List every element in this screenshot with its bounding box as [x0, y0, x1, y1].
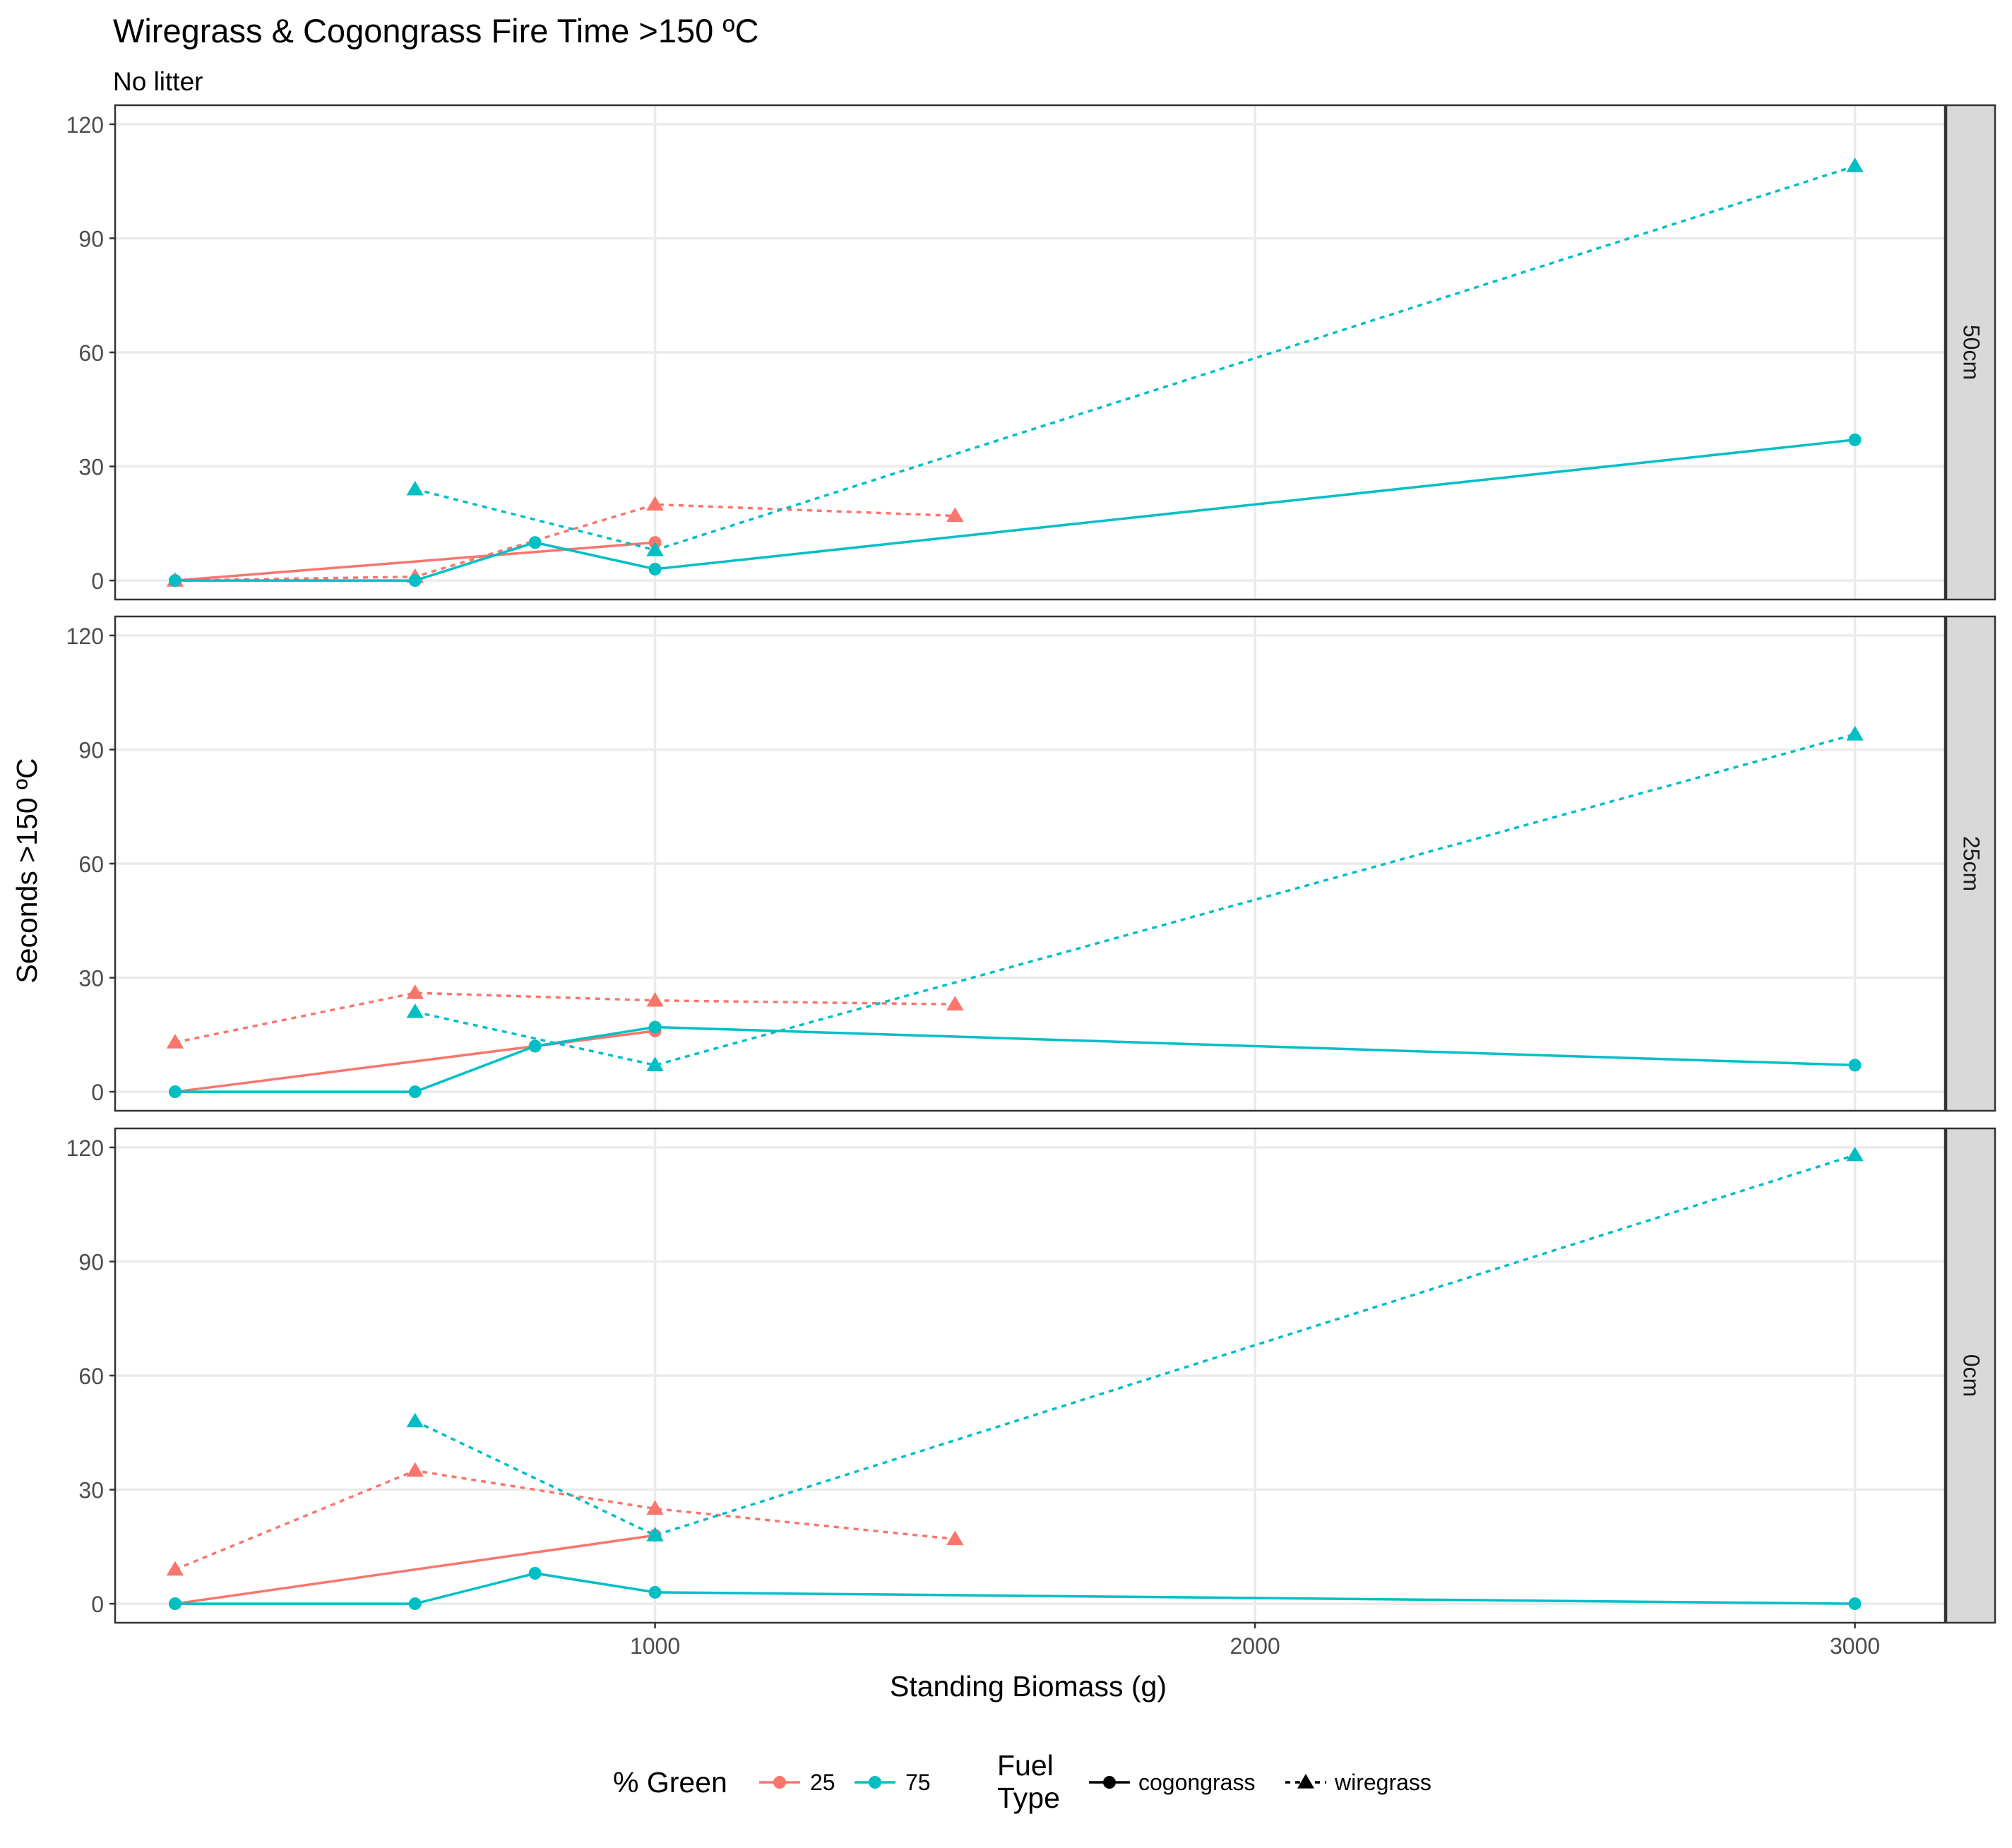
data-point-triangle: [646, 496, 664, 511]
data-point-triangle: [646, 1527, 664, 1542]
facet-strip-label: 25cm: [1959, 836, 1984, 891]
y-tick-label: 120: [66, 624, 104, 649]
data-point-triangle: [1846, 1146, 1864, 1162]
panels-layer: 0 30 60 90 120 50cm 0 30 60 90 120 25cm 0 30 60 90 120 0c…: [66, 104, 1996, 1659]
data-point-circle: [1848, 433, 1862, 446]
series-line-cogongrass-25: [174, 1534, 655, 1605]
facet-strip: [1945, 615, 1996, 1112]
series-line-wiregrass-25: [174, 991, 956, 1044]
y-tick-label: 30: [78, 455, 104, 480]
legend-label-25: 25: [810, 1770, 835, 1795]
data-point-triangle: [1846, 157, 1864, 172]
facet-panel-25cm: 0 30 60 90 120 25cm: [66, 615, 1996, 1112]
data-point-triangle: [946, 1530, 964, 1546]
chart-subtitle: No litter: [113, 67, 203, 96]
data-point-circle: [408, 574, 422, 588]
data-point-circle: [528, 536, 542, 549]
data-point-circle: [408, 1597, 422, 1611]
facet-panel-50cm: 0 30 60 90 120 50cm: [66, 104, 1996, 601]
data-point-circle: [648, 1020, 662, 1034]
legend-key-point-25: [773, 1776, 786, 1789]
data-point-triangle: [946, 507, 964, 523]
y-tick-label: 120: [66, 112, 104, 138]
data-point-triangle: [406, 480, 424, 496]
facet-strip-label: 0cm: [1959, 1354, 1984, 1397]
legend-label-cogongrass: cogongrass: [1138, 1770, 1255, 1795]
data-point-circle: [648, 1585, 662, 1599]
series-line-cogongrass-25: [174, 541, 655, 582]
data-point-circle: [648, 562, 662, 576]
y-tick-label: 0: [91, 568, 104, 594]
series-line-wiregrass-25: [174, 503, 956, 582]
y-tick-label: 30: [78, 1478, 104, 1503]
data-point-circle: [528, 1567, 542, 1580]
facet-strip: [1945, 1127, 1996, 1624]
y-tick-label: 30: [78, 966, 104, 991]
series-line-wiregrass-75: [415, 733, 1856, 1067]
data-point-circle: [1848, 1059, 1862, 1072]
x-tick-label: 2000: [1230, 1633, 1280, 1659]
data-point-triangle: [406, 1412, 424, 1428]
series-line-wiregrass-25: [174, 1469, 956, 1571]
y-tick-label: 60: [78, 852, 104, 877]
y-tick-label: 120: [66, 1135, 104, 1161]
chart-title: Wiregrass & Cogongrass Fire Time >150 ºC: [113, 12, 758, 49]
data-point-circle: [168, 574, 181, 588]
y-axis-title: Seconds >150 ºC: [11, 758, 43, 983]
y-tick-label: 0: [91, 1080, 104, 1105]
data-point-triangle: [166, 1034, 184, 1049]
legend-key-point-cogongrass: [1103, 1776, 1116, 1789]
facet-panel-0cm: 0 30 60 90 120 0cm: [66, 1127, 1996, 1624]
y-tick-label: 90: [78, 737, 104, 763]
x-tick-label: 1000: [630, 1633, 680, 1659]
legend-key-point-75: [869, 1776, 881, 1789]
data-point-circle: [1848, 1597, 1862, 1611]
data-point-triangle: [406, 984, 424, 999]
y-tick-label: 0: [91, 1592, 104, 1617]
y-tick-label: 60: [78, 1364, 104, 1389]
x-tick-label: 3000: [1830, 1633, 1880, 1659]
facet-strip-label: 50cm: [1959, 325, 1984, 380]
data-point-circle: [528, 1039, 542, 1053]
data-point-triangle: [406, 1003, 424, 1018]
data-point-circle: [168, 1085, 181, 1099]
data-point-triangle: [166, 1561, 184, 1576]
data-point-triangle: [646, 991, 664, 1007]
y-tick-label: 90: [78, 226, 104, 251]
legend-key-point-wiregrass: [1297, 1774, 1314, 1789]
legend-label-75: 75: [905, 1770, 931, 1795]
facet-strip: [1945, 104, 1996, 601]
y-tick-label: 90: [78, 1249, 104, 1275]
legend-title-fuel: Type: [997, 1782, 1060, 1814]
data-point-triangle: [1846, 725, 1864, 741]
legend-title-green: % Green: [613, 1766, 727, 1799]
legend-title-fuel: Fuel: [997, 1749, 1054, 1782]
data-point-circle: [408, 1085, 422, 1099]
data-point-triangle: [646, 1500, 664, 1515]
data-point-triangle: [946, 996, 964, 1011]
data-point-circle: [168, 1597, 181, 1611]
legend-label-wiregrass: wiregrass: [1334, 1770, 1431, 1795]
data-point-triangle: [646, 542, 664, 556]
y-tick-label: 60: [78, 340, 104, 366]
x-axis-title: Standing Biomass (g): [890, 1670, 1167, 1703]
data-point-triangle: [406, 1462, 424, 1477]
data-point-triangle: [646, 1056, 664, 1072]
